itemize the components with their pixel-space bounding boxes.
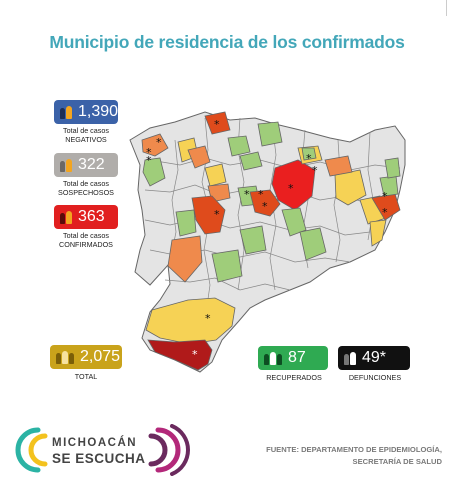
people-icon bbox=[60, 210, 72, 224]
confirmados-label-2: CONFIRMADOS bbox=[59, 240, 113, 249]
confirmados-caption: Total de casos CONFIRMADOS bbox=[42, 231, 130, 249]
top-divider bbox=[446, 0, 447, 16]
recuperados-caption: RECUPERADOS bbox=[266, 373, 322, 382]
municipality-green-nw bbox=[142, 157, 166, 187]
michoacan-logo-icon bbox=[15, 424, 190, 476]
marker: * bbox=[382, 190, 388, 203]
marker: * bbox=[192, 348, 198, 361]
municipality-green-c2 bbox=[239, 151, 263, 171]
asterisk-markers: * * * * * * * * * * * * * * * bbox=[146, 118, 388, 361]
defunciones-value: 49* bbox=[362, 349, 387, 366]
municipalities bbox=[141, 111, 401, 371]
people-icon bbox=[56, 350, 74, 364]
total-value: 2,075 bbox=[80, 348, 121, 365]
people-icon bbox=[264, 351, 282, 365]
municipality-yellow-s1 bbox=[145, 297, 236, 345]
confirmados-value: 363 bbox=[78, 208, 105, 225]
municipality-yellow-e1 bbox=[334, 169, 367, 206]
page-title: Municipio de residencia de los confirmad… bbox=[49, 32, 405, 52]
people-icon bbox=[344, 351, 356, 365]
negativos-box: 1,390 bbox=[54, 100, 118, 124]
recuperados-value: 87 bbox=[288, 349, 306, 366]
municipality-green-n3 bbox=[257, 121, 283, 147]
marker: * bbox=[146, 146, 152, 159]
marker: * bbox=[262, 200, 268, 213]
source-line-2: SECRETARÍA DE SALUD bbox=[352, 457, 442, 466]
marker: * bbox=[156, 136, 162, 149]
sospechosos-value: 322 bbox=[78, 156, 105, 173]
sospechosos-caption: Total de casos SOSPECHOSOS bbox=[42, 179, 130, 197]
municipality-green-c7 bbox=[175, 209, 197, 237]
marker: * bbox=[214, 208, 220, 221]
marker: * bbox=[382, 206, 388, 219]
marker: * bbox=[214, 118, 220, 131]
negativos-value: 1,390 bbox=[78, 103, 119, 120]
recuperados-box: 87 bbox=[258, 346, 328, 370]
municipality-red-c6 bbox=[191, 195, 226, 235]
people-icon bbox=[60, 105, 72, 119]
municipality-max-morelia bbox=[271, 159, 316, 211]
marker: * bbox=[306, 152, 312, 165]
negativos-caption: Total de casos NEGATIVOS bbox=[42, 126, 130, 144]
sospechosos-label-1: Total de casos bbox=[63, 179, 109, 188]
municipality-green-w2 bbox=[211, 249, 243, 283]
marker: * bbox=[205, 312, 211, 325]
marker: * bbox=[312, 164, 318, 177]
municipality-green-c9 bbox=[301, 147, 317, 161]
municipality-yellow-c1 bbox=[204, 163, 227, 187]
total-caption: TOTAL bbox=[74, 372, 98, 381]
source-line-1: FUENTE: DEPARTAMENTO DE EPIDEMIOLOGÍA, bbox=[266, 445, 442, 454]
municipality-orange-w1 bbox=[167, 235, 203, 283]
municipality-red-c5 bbox=[249, 189, 281, 217]
sospechosos-label-2: SOSPECHOSOS bbox=[58, 188, 114, 197]
logo-line-2: SE ESCUCHA bbox=[52, 451, 146, 466]
marker: * bbox=[258, 188, 264, 201]
municipality-green-e7 bbox=[384, 157, 401, 179]
municipality-green-c10 bbox=[281, 207, 307, 237]
marker: * bbox=[146, 154, 152, 167]
municipality-green-c11 bbox=[299, 227, 327, 261]
defunciones-box: 49* bbox=[338, 346, 410, 370]
negativos-label-2: NEGATIVOS bbox=[65, 135, 107, 144]
people-icon bbox=[60, 158, 72, 172]
defunciones-caption: DEFUNCIONES bbox=[348, 373, 402, 382]
municipality-green-n4 bbox=[227, 135, 251, 157]
total-box: 2,075 bbox=[50, 345, 122, 369]
municipality-orange-nw bbox=[141, 133, 169, 157]
source-note: FUENTE: DEPARTAMENTO DE EPIDEMIOLOGÍA, S… bbox=[202, 444, 442, 468]
confirmados-label-1: Total de casos bbox=[63, 231, 109, 240]
municipality-green-c12 bbox=[239, 225, 267, 255]
logo-line-1: MICHOACÁN bbox=[52, 437, 138, 449]
confirmados-box: 363 bbox=[54, 205, 118, 229]
marker: * bbox=[244, 188, 250, 201]
negativos-label-1: Total de casos bbox=[63, 126, 109, 135]
municipality-deaths-coast bbox=[147, 339, 213, 371]
marker: * bbox=[288, 182, 294, 195]
municipality-red-n bbox=[204, 111, 231, 135]
sospechosos-box: 322 bbox=[54, 153, 118, 177]
municipality-orange-n2 bbox=[187, 145, 211, 169]
municipality-orange-e2 bbox=[324, 155, 353, 177]
municipality-yellow-e5 bbox=[369, 219, 387, 247]
